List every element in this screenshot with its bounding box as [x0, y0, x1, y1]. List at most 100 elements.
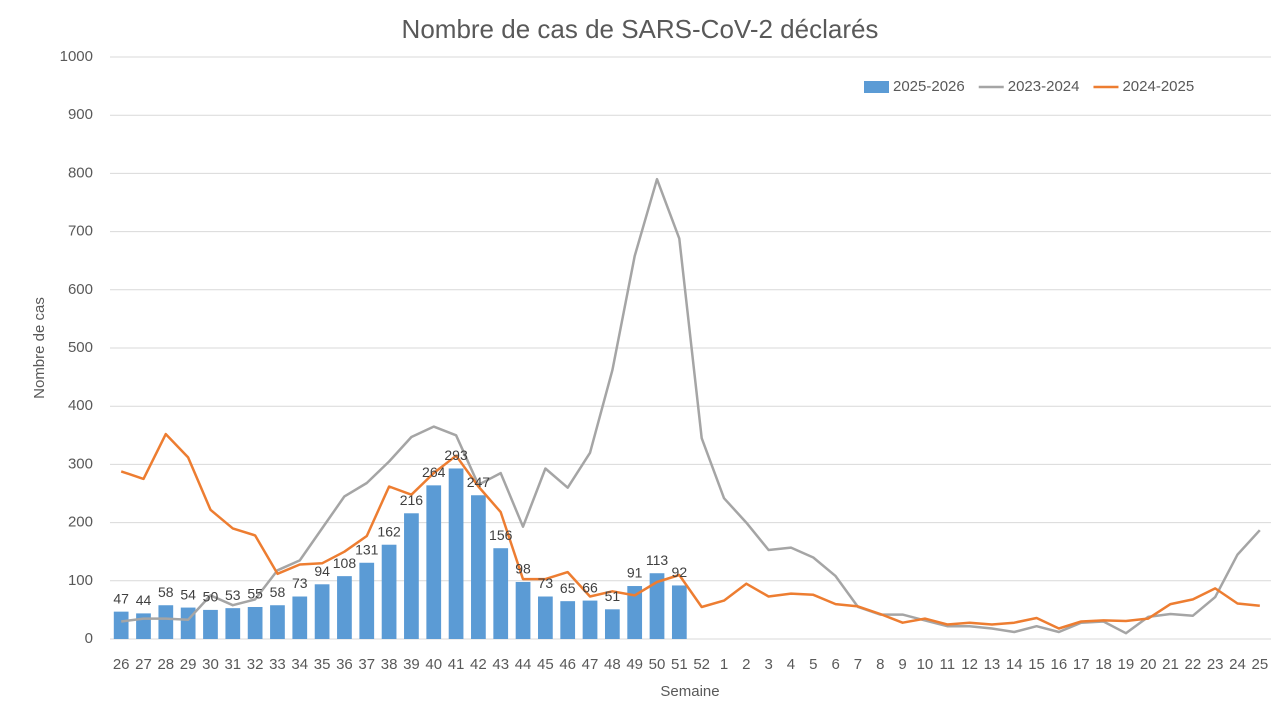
y-axis-label: Nombre de cas	[31, 297, 48, 399]
data-label: 108	[333, 555, 357, 571]
data-label: 54	[180, 586, 196, 602]
y-tick-label: 500	[68, 339, 93, 356]
data-label: 53	[225, 587, 241, 603]
data-label: 73	[538, 575, 554, 591]
data-label: 66	[582, 579, 598, 595]
legend-label: 2024-2025	[1122, 78, 1194, 95]
y-tick-label: 100	[68, 572, 93, 589]
x-tick-label: 30	[202, 656, 219, 673]
x-tick-label: 52	[693, 656, 710, 673]
bar	[448, 468, 464, 639]
x-tick-label: 17	[1073, 656, 1090, 673]
x-tick-label: 16	[1051, 656, 1068, 673]
data-label: 65	[560, 580, 576, 596]
bar	[582, 600, 598, 639]
x-tick-label: 46	[559, 656, 576, 673]
x-tick-label: 4	[787, 656, 795, 673]
legend-label: 2025-2026	[893, 78, 965, 95]
x-tick-label: 49	[626, 656, 643, 673]
legend-label: 2023-2024	[1008, 78, 1080, 95]
x-tick-label: 15	[1028, 656, 1045, 673]
bar	[538, 596, 553, 639]
x-tick-label: 10	[917, 656, 934, 673]
bar	[404, 513, 419, 639]
data-label: 293	[444, 447, 468, 463]
bar	[381, 544, 397, 639]
x-tick-label: 43	[492, 656, 509, 673]
x-tick-label: 37	[358, 656, 375, 673]
data-label: 247	[467, 474, 491, 490]
legend-swatch	[864, 81, 889, 93]
x-tick-label: 3	[764, 656, 772, 673]
bar	[471, 495, 486, 639]
x-tick-label: 19	[1118, 656, 1135, 673]
bar	[337, 576, 352, 639]
y-tick-label: 0	[85, 630, 93, 647]
x-tick-label: 14	[1006, 656, 1023, 673]
x-tick-label: 26	[113, 656, 130, 673]
data-label: 156	[489, 527, 513, 543]
bar	[493, 548, 509, 639]
y-tick-label: 700	[68, 223, 93, 240]
x-tick-label: 40	[425, 656, 442, 673]
x-tick-label: 23	[1207, 656, 1224, 673]
bar	[314, 584, 330, 639]
y-tick-label: 400	[68, 397, 93, 414]
x-tick-label: 22	[1185, 656, 1202, 673]
bar	[649, 573, 665, 639]
x-tick-label: 50	[649, 656, 666, 673]
data-label: 162	[377, 523, 401, 539]
x-tick-label: 36	[336, 656, 353, 673]
bar	[627, 586, 643, 639]
x-tick-label: 41	[448, 656, 465, 673]
chart-title: Nombre de cas de SARS-CoV-2 déclarés	[402, 14, 879, 44]
x-tick-label: 8	[876, 656, 884, 673]
x-tick-label: 6	[831, 656, 839, 673]
x-tick-label: 18	[1095, 656, 1112, 673]
y-tick-label: 900	[68, 106, 93, 123]
bar	[158, 605, 174, 639]
bar	[203, 609, 218, 639]
data-label: 50	[203, 589, 219, 605]
x-tick-label: 33	[269, 656, 286, 673]
x-tick-label: 12	[961, 656, 978, 673]
x-tick-label: 45	[537, 656, 554, 673]
x-tick-label: 51	[671, 656, 688, 673]
data-label: 73	[292, 575, 308, 591]
x-tick-label: 35	[314, 656, 331, 673]
data-label: 113	[646, 552, 669, 568]
x-tick-label: 31	[224, 656, 241, 673]
data-label: 47	[113, 590, 129, 606]
x-tick-label: 13	[984, 656, 1001, 673]
x-tick-label: 48	[604, 656, 621, 673]
data-label: 55	[247, 586, 263, 602]
x-tick-label: 34	[291, 656, 308, 673]
bar	[270, 605, 285, 639]
data-label: 58	[270, 584, 286, 600]
x-tick-label: 29	[180, 656, 197, 673]
data-label: 44	[136, 592, 152, 608]
x-tick-label: 28	[157, 656, 174, 673]
line-series	[120, 432, 1260, 630]
bar	[671, 585, 687, 639]
x-tick-label: 2	[742, 656, 750, 673]
x-tick-label: 5	[809, 656, 817, 673]
x-tick-label: 39	[403, 656, 420, 673]
bar	[113, 611, 129, 639]
data-label: 92	[672, 564, 688, 580]
bar	[225, 608, 241, 639]
data-label: 91	[627, 565, 643, 581]
x-tick-label: 38	[381, 656, 398, 673]
x-tick-label: 11	[939, 656, 955, 673]
x-tick-label: 7	[854, 656, 862, 673]
x-tick-label: 44	[515, 656, 532, 673]
x-tick-label: 1	[720, 656, 728, 673]
y-tick-label: 200	[68, 514, 93, 531]
bar	[560, 601, 576, 639]
x-tick-label: 47	[582, 656, 599, 673]
x-tick-label: 20	[1140, 656, 1157, 673]
data-label: 94	[314, 563, 330, 579]
x-tick-label: 27	[135, 656, 152, 673]
